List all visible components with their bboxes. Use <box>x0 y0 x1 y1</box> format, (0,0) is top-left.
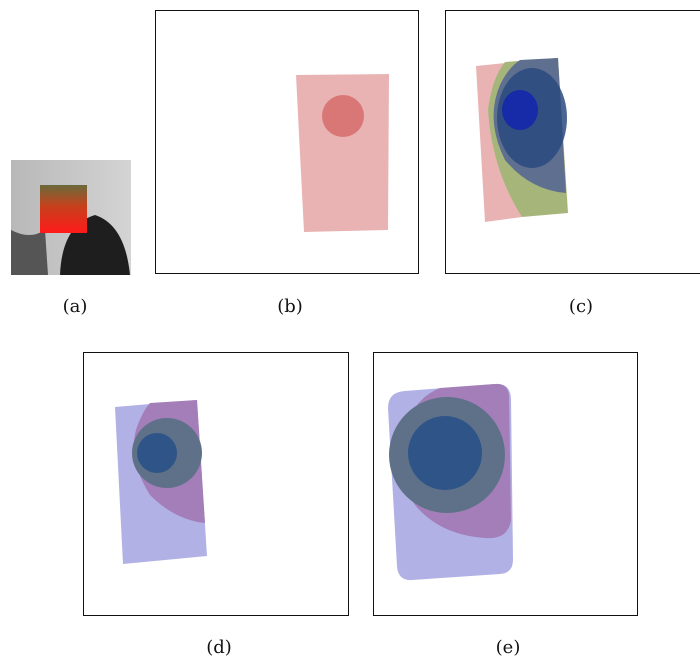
highlight-square <box>40 185 87 233</box>
region-core <box>502 90 538 130</box>
panel-c: (c) <box>446 11 700 318</box>
caption: (c) <box>569 296 593 317</box>
panel-b: (b) <box>156 11 419 318</box>
caption: (b) <box>277 296 303 317</box>
region-core <box>137 433 177 473</box>
panel-a: (a) <box>11 160 131 317</box>
region-core <box>322 95 364 137</box>
caption: (a) <box>63 296 88 317</box>
caption: (d) <box>206 637 232 658</box>
panel-d: (d) <box>84 353 349 659</box>
figure: (a) (b) (c) (d) (e) <box>0 0 700 662</box>
caption: (e) <box>496 637 521 658</box>
region-core <box>408 416 482 490</box>
photo-shade <box>11 230 48 275</box>
panel-e: (e) <box>374 353 638 659</box>
